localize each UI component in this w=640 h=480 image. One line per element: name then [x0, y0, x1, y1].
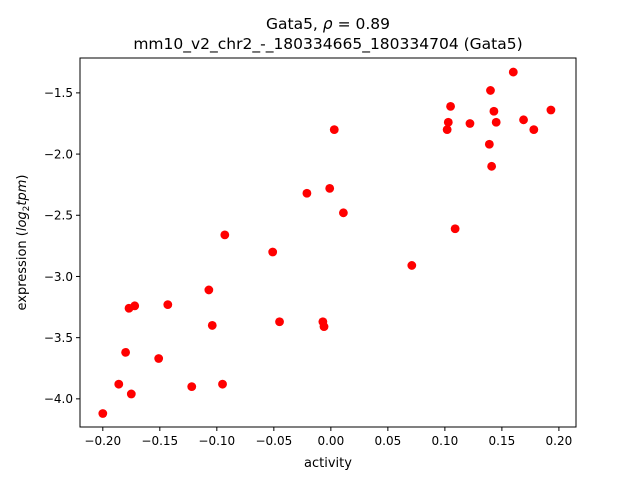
x-tick-label: 0.15: [489, 434, 516, 448]
data-point: [442, 125, 452, 134]
data-point: [529, 125, 539, 134]
chart-title-line2: mm10_v2_chr2_-_180334665_180334704 (Gata…: [133, 35, 522, 54]
y-axis-label: expression (log2tpm): [15, 175, 32, 311]
y-tick-label: −2.0: [44, 147, 73, 161]
data-point: [98, 409, 108, 418]
data-point: [338, 208, 348, 218]
data-point: [465, 119, 475, 128]
y-tick-label: −4.0: [44, 392, 73, 406]
data-point: [121, 347, 131, 357]
data-point: [163, 300, 173, 310]
data-point: [491, 117, 501, 127]
data-point: [126, 389, 136, 399]
data-point: [519, 115, 528, 125]
plot-frame: [79, 57, 577, 428]
data-point: [450, 224, 460, 234]
data-point: [220, 230, 230, 240]
data-point: [114, 379, 124, 389]
x-tick-label: −0.15: [141, 434, 178, 448]
y-axis-ticks: −4.0 −3.5 −3.0 −2.5 −2.0 −1.5: [44, 86, 80, 406]
data-point: [187, 382, 197, 392]
data-point: [130, 301, 140, 311]
y-tick-label: −3.0: [44, 270, 73, 284]
data-point: [218, 379, 227, 389]
x-tick-label: 0.00: [317, 434, 344, 448]
data-point: [275, 317, 284, 327]
data-point: [443, 117, 453, 127]
data-point: [319, 322, 329, 332]
x-tick-label: −0.10: [198, 434, 235, 448]
data-point: [487, 161, 497, 171]
y-tick-label: −1.5: [44, 86, 73, 100]
data-point: [446, 101, 455, 111]
data-point: [302, 188, 312, 198]
plot-area: −0.20 −0.15 −0.10 −0.05 0.00 0.05 0.10 0.15 0.20…: [44, 57, 577, 448]
x-tick-label: 0.05: [375, 434, 402, 448]
x-axis-ticks: −0.20 −0.15 −0.10 −0.05 0.00 0.05 0.10 0.15 0.20: [84, 427, 572, 448]
data-points: [98, 67, 556, 418]
x-axis-label: activity: [304, 456, 352, 471]
data-point: [407, 261, 417, 270]
x-tick-label: 0.20: [546, 434, 573, 448]
data-point: [489, 106, 499, 116]
data-point: [508, 67, 518, 77]
y-tick-label: −3.5: [44, 331, 73, 345]
data-point: [207, 321, 217, 330]
chart-title-line1: Gata5, ρ = 0.89: [266, 15, 390, 33]
data-point: [154, 354, 164, 363]
data-point: [325, 183, 335, 193]
data-point: [204, 285, 214, 295]
data-point: [484, 139, 494, 149]
x-tick-label: 0.10: [432, 434, 459, 448]
x-tick-label: −0.05: [255, 434, 292, 448]
data-point: [486, 86, 495, 95]
data-point: [546, 105, 556, 115]
y-tick-label: −2.5: [44, 209, 73, 223]
x-tick-label: −0.20: [84, 434, 121, 448]
data-point: [329, 125, 339, 134]
data-point: [268, 247, 278, 257]
